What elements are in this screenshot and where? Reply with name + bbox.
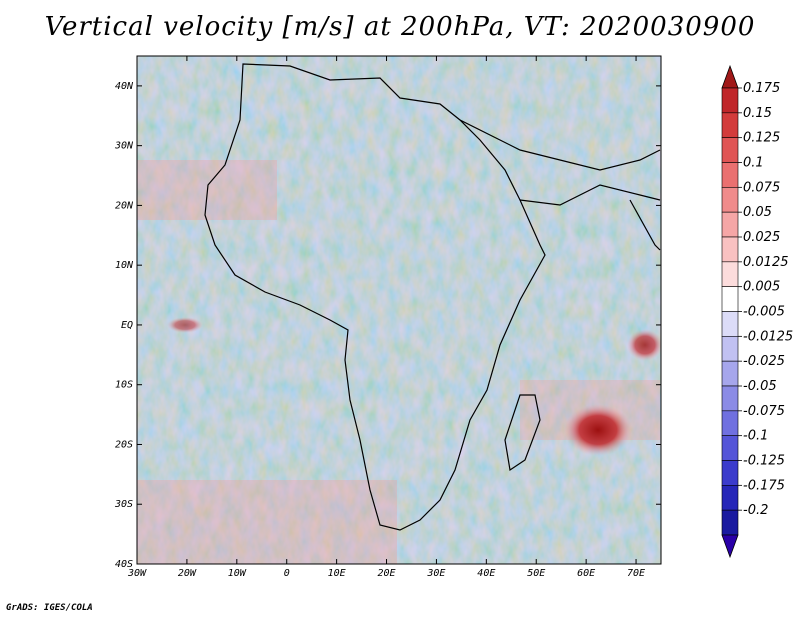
- colorbar-swatch: [721, 112, 739, 138]
- colorbar-label: 0.15: [743, 106, 772, 121]
- colorbar-swatch: [721, 485, 739, 511]
- colorbar-label: -0.05: [743, 379, 777, 394]
- velocity-field: [137, 56, 661, 564]
- colorbar-label: -0.0125: [743, 329, 793, 344]
- colorbar-swatch: [721, 137, 739, 163]
- colorbar-swatch: [721, 385, 739, 412]
- lon-tick-label: 20W: [178, 568, 197, 579]
- lat-tick-label: 20N: [115, 200, 134, 211]
- colorbar-swatch: [721, 460, 739, 486]
- colorbar-swatch: [721, 236, 739, 263]
- lon-tick-label: 40E: [477, 568, 495, 579]
- colorbar-swatch: [721, 336, 739, 362]
- colorbar-label: 0.05: [743, 205, 772, 220]
- colorbar-bottom-arrow: [721, 534, 739, 559]
- colorbar-swatch: [721, 162, 739, 188]
- colorbar-swatch: [721, 410, 739, 436]
- map-title: Vertical velocity [m/s] at 200hPa, VT: 2…: [44, 12, 756, 42]
- colorbar-swatch: [721, 87, 739, 114]
- colorbar-label: 0.1: [743, 156, 764, 171]
- colorbar-label: -0.175: [743, 478, 785, 493]
- colorbar-swatch: [721, 360, 739, 387]
- colorbar-label: 0.075: [743, 180, 780, 195]
- colorbar-swatch: [721, 509, 739, 536]
- colorbar-swatch: [721, 187, 739, 213]
- lat-tick-label: 30N: [114, 141, 134, 152]
- lon-tick-label: 10W: [228, 568, 247, 579]
- colorbar-label: -0.2: [743, 503, 768, 518]
- lon-tick-label: 70E: [627, 568, 645, 579]
- lon-axis: 30W 20W 10W 0 10E 20E 30E 40E 50E 60E 70E: [127, 56, 645, 579]
- lon-tick-label: 30W: [127, 568, 147, 579]
- lon-tick-label: 20E: [377, 568, 395, 579]
- lat-tick-label: 30S: [114, 499, 133, 510]
- lon-tick-label: 10E: [328, 568, 346, 579]
- lat-tick-label: 10N: [115, 260, 134, 271]
- colorbar-label: 0.025: [743, 230, 780, 245]
- colorbar-label: -0.1: [743, 429, 768, 444]
- colorbar-label: 0.0125: [743, 255, 789, 270]
- grads-credit: GrADS: IGES/COLA: [6, 603, 93, 613]
- colorbar-label: -0.075: [743, 404, 785, 419]
- lat-tick-label: 40S: [115, 559, 133, 570]
- colorbar-label: 0.005: [743, 280, 780, 295]
- colorbar-swatch: [721, 435, 739, 461]
- lon-tick-label: 0: [284, 568, 290, 579]
- lat-tick-label: EQ: [121, 320, 133, 331]
- lon-tick-label: 50E: [527, 568, 545, 579]
- coastlines: [204, 63, 661, 531]
- lat-tick-label: 10S: [115, 380, 133, 391]
- lon-tick-label: 60E: [577, 568, 595, 579]
- colorbar-label: -0.125: [743, 454, 785, 469]
- colorbar: 0.175 0.15 0.125 0.1 0.075 0.05 0.025 0.0125 0.0…: [721, 64, 793, 559]
- lat-tick-label: 40N: [115, 81, 134, 92]
- colorbar-swatch: [721, 211, 739, 238]
- colorbar-top-arrow: [721, 64, 739, 89]
- colorbar-label: -0.005: [743, 305, 785, 320]
- lon-tick-label: 30E: [426, 568, 445, 579]
- cyclone-updraft-blob: [564, 404, 632, 456]
- colorbar-label: 0.175: [743, 81, 780, 96]
- colorbar-label: -0.025: [743, 354, 785, 369]
- colorbar-swatch: [721, 311, 739, 337]
- lat-tick-label: 20S: [115, 439, 133, 450]
- plot-frame: [136, 55, 662, 565]
- colorbar-swatch: [721, 261, 739, 287]
- colorbar-label: 0.125: [743, 131, 780, 146]
- colorbar-swatch: [721, 286, 739, 312]
- lat-axis: 40S 30S 20S 10S EQ 10N 20N 30N 40N: [114, 81, 661, 570]
